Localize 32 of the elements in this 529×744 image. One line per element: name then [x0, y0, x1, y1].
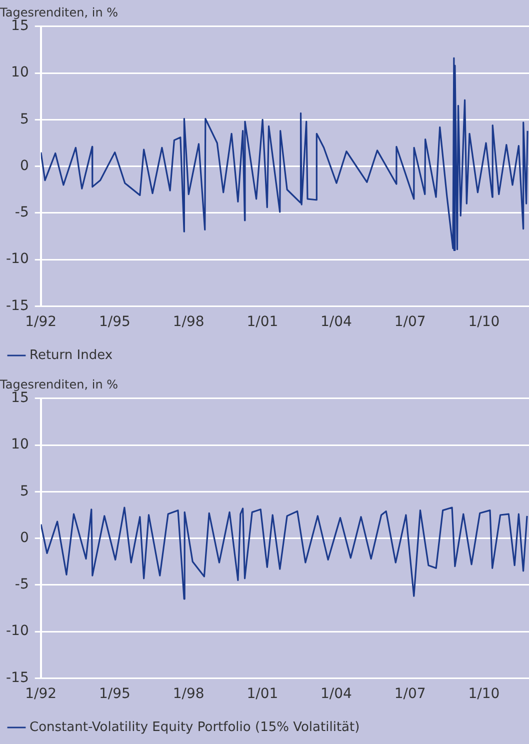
y-tick-label: 5	[20, 483, 29, 500]
x-tick-label: 1/04	[320, 314, 352, 330]
x-tick-label: 1/10	[468, 314, 500, 330]
y-tick-label: -5	[14, 204, 29, 221]
y-tick-label: -5	[14, 576, 29, 593]
y-axis-title: Tagesrenditen, in %	[0, 377, 118, 392]
x-tick-label: 1/07	[394, 686, 426, 702]
y-tick-label: 5	[20, 111, 29, 128]
x-tick-label: 1/95	[98, 686, 130, 702]
y-tick-label: -15	[6, 670, 29, 686]
y-tick-label: 15	[11, 390, 29, 406]
x-tick-label: 1/04	[320, 686, 352, 702]
y-tick-label: 0	[20, 158, 29, 174]
x-tick-label: 1/92	[25, 314, 57, 330]
x-tick-label: 1/07	[394, 314, 426, 330]
x-tick-label: 1/01	[246, 314, 278, 330]
y-tick-label: -10	[6, 623, 29, 640]
legend-label: Return Index	[30, 348, 113, 363]
y-tick-label: -15	[6, 298, 29, 314]
legend-label: Constant-Volatility Equity Portfolio (15% Volatilität)	[30, 720, 360, 735]
x-tick-label: 1/92	[25, 686, 57, 702]
y-tick-label: 10	[11, 64, 29, 81]
y-tick-label: 0	[20, 530, 29, 546]
x-tick-label: 1/98	[172, 314, 204, 330]
y-axis-title: Tagesrenditen, in %	[0, 5, 118, 20]
x-tick-label: 1/01	[246, 686, 278, 702]
x-tick-label: 1/98	[172, 686, 204, 702]
y-tick-label: 10	[11, 436, 29, 453]
y-tick-label: -10	[6, 251, 29, 268]
y-tick-label: 15	[11, 18, 29, 34]
x-tick-label: 1/10	[468, 686, 500, 702]
x-tick-label: 1/95	[98, 314, 130, 330]
